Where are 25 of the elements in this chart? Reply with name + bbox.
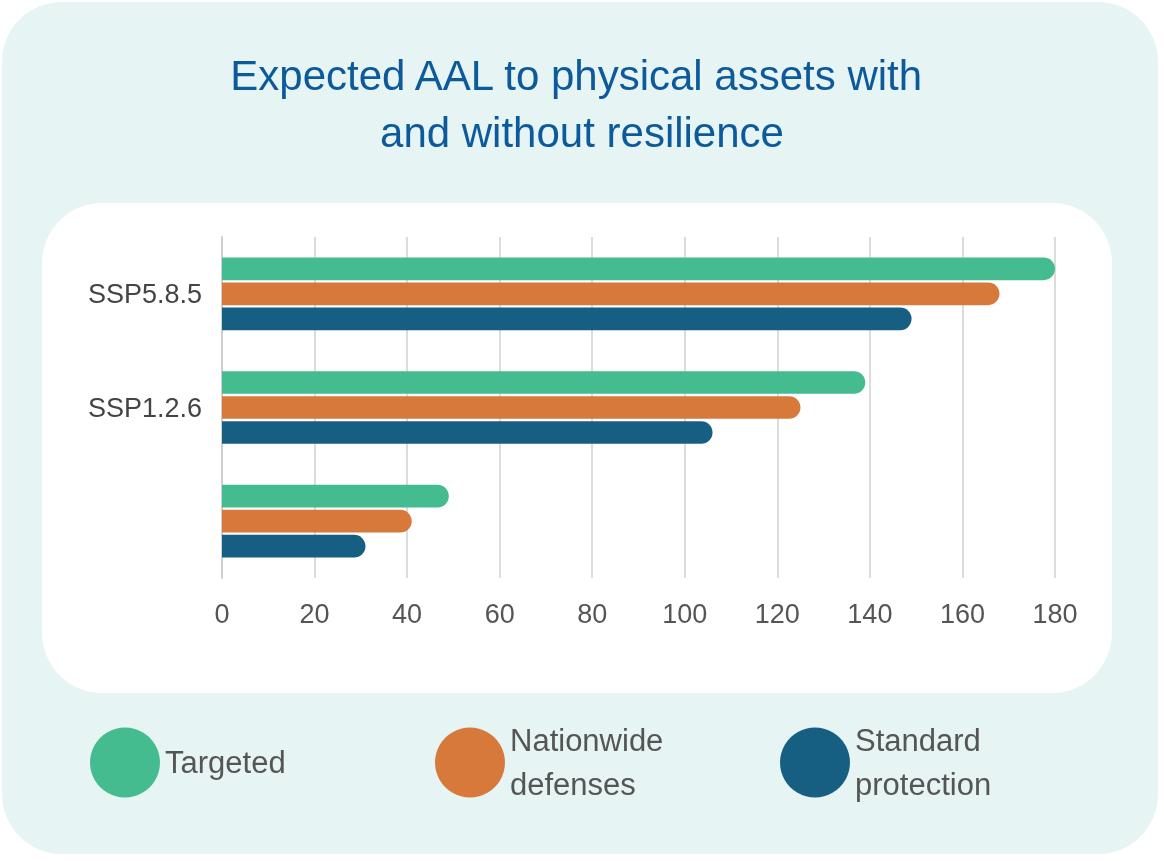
y-tick-label: SSP5.8.5: [87, 278, 202, 309]
bar: [222, 534, 366, 558]
x-tick-label: 40: [392, 598, 423, 629]
bar: [222, 307, 912, 331]
x-tick-label: 20: [299, 598, 330, 629]
legend-label: Nationwide defenses: [510, 723, 672, 802]
x-tick-label: 180: [1032, 598, 1078, 629]
x-tick-label: 60: [484, 598, 515, 629]
bar: [222, 371, 866, 394]
bar: [222, 421, 713, 444]
y-tick-label: SSP1.2.6: [87, 392, 202, 423]
x-tick-label: 0: [214, 598, 230, 629]
x-tick-label: 140: [847, 598, 893, 629]
x-tick-label: 80: [577, 598, 608, 629]
bar: [222, 282, 1000, 306]
x-tick-label: 100: [662, 598, 708, 629]
bar: [222, 484, 449, 508]
chart-title: Expected AAL to physical assets with and without resilience: [230, 52, 934, 156]
x-tick-label: 120: [754, 598, 800, 629]
bar: [222, 509, 412, 533]
bar: [222, 257, 1055, 281]
x-tick-label: 160: [939, 598, 985, 629]
bar: [222, 396, 801, 419]
legend-label: Targeted: [165, 745, 286, 780]
legend-label: Standard protection: [855, 723, 992, 802]
